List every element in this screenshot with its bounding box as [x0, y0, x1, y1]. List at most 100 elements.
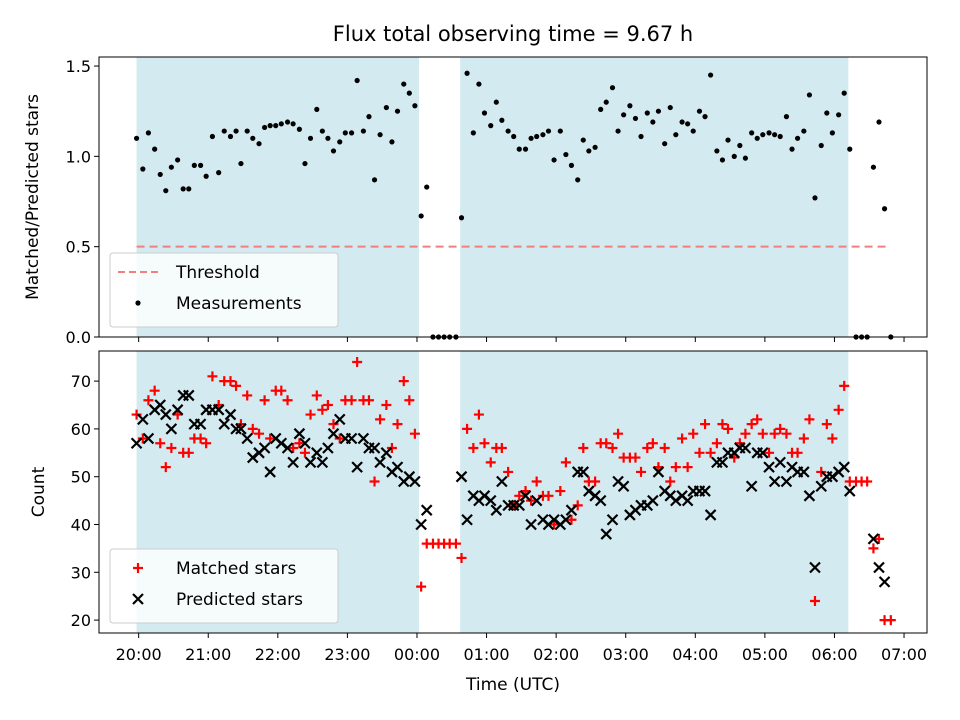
data-point [165, 423, 178, 435]
data-point [838, 461, 850, 473]
data-point [333, 413, 346, 426]
data-point [667, 104, 673, 111]
data-point [642, 443, 653, 454]
data-point [247, 423, 258, 434]
bottom-y-axis-label: Count [29, 466, 49, 517]
y-tick-label: 70 [71, 372, 91, 391]
data-point [815, 480, 828, 493]
x-tick-label: 07:00 [881, 645, 927, 664]
data-point [227, 133, 234, 140]
data-point [725, 137, 731, 143]
data-point [488, 123, 494, 129]
data-point [160, 408, 172, 421]
data-point [563, 151, 569, 158]
x-tick-label: 05:00 [742, 645, 788, 664]
data-point [322, 400, 333, 411]
data-point [406, 90, 412, 96]
data-point [207, 371, 218, 382]
data-point [760, 132, 766, 138]
data-point [351, 461, 363, 473]
data-point [342, 130, 348, 136]
data-point [615, 128, 621, 134]
y-tick-label: 0.5 [66, 238, 91, 257]
data-point [827, 433, 838, 444]
data-point [242, 390, 253, 401]
data-point [592, 144, 598, 150]
data-point [551, 157, 557, 163]
data-point [575, 177, 581, 183]
data-point [764, 447, 775, 458]
data-point [522, 146, 529, 152]
legend-marker [132, 593, 144, 605]
x-tick-label: 20:00 [116, 645, 162, 664]
data-point [627, 103, 633, 109]
data-point [804, 414, 815, 425]
data-point [259, 395, 270, 406]
data-point [241, 432, 253, 445]
data-point [224, 408, 237, 421]
y-tick-label: 1.5 [66, 57, 91, 76]
ratio-panel: 0.0 0.5 1.0 1.5 Threshold Measurements [66, 56, 928, 347]
data-point [568, 162, 575, 168]
data-point [841, 90, 847, 96]
data-point [191, 162, 197, 168]
data-point [322, 442, 334, 454]
data-point [380, 447, 393, 459]
x-tick-label: 23:00 [324, 645, 370, 664]
data-point [276, 385, 287, 396]
data-point [278, 121, 284, 127]
data-point [316, 456, 329, 469]
data-point [357, 432, 370, 445]
data-point [337, 139, 343, 145]
x-tick-label: 04:00 [672, 645, 718, 664]
data-point [798, 466, 810, 478]
data-point [514, 490, 525, 501]
data-point [328, 419, 339, 430]
data-point [311, 390, 322, 401]
data-point [769, 428, 780, 439]
data-point [163, 188, 169, 194]
data-point [157, 171, 163, 178]
data-point [717, 419, 728, 430]
data-point [801, 128, 807, 134]
data-point [221, 128, 227, 134]
data-point [273, 123, 279, 129]
data-point [346, 395, 357, 406]
data-point [705, 447, 716, 458]
data-point [601, 438, 612, 449]
data-point [485, 457, 496, 468]
data-point [704, 509, 717, 521]
data-point [652, 466, 665, 478]
data-point [305, 409, 316, 420]
data-point [644, 110, 650, 116]
data-point [679, 119, 685, 125]
data-point [183, 447, 194, 458]
data-point [742, 155, 748, 161]
x-tick-label: 00:00 [394, 645, 440, 664]
data-point [772, 132, 778, 138]
data-point [415, 518, 427, 531]
data-point [186, 186, 192, 192]
data-point [137, 413, 149, 426]
x-tick-label: 21:00 [185, 645, 231, 664]
data-point [777, 133, 783, 140]
x-tick-label: 06:00 [811, 645, 857, 664]
data-point [140, 166, 146, 172]
data-point [670, 462, 681, 473]
plot-frame [98, 56, 928, 338]
data-point [197, 162, 204, 168]
data-point [655, 108, 662, 114]
data-point [881, 206, 888, 212]
data-point [345, 432, 358, 445]
data-point [694, 447, 705, 458]
data-point [262, 124, 268, 131]
data-point [806, 92, 813, 98]
y-tick-label: 0.0 [66, 328, 91, 347]
data-point [690, 128, 696, 134]
data-point [194, 418, 207, 430]
data-point [493, 99, 499, 105]
data-point [354, 77, 360, 84]
data-point [836, 112, 842, 118]
data-point [130, 437, 143, 450]
data-point [195, 433, 206, 444]
